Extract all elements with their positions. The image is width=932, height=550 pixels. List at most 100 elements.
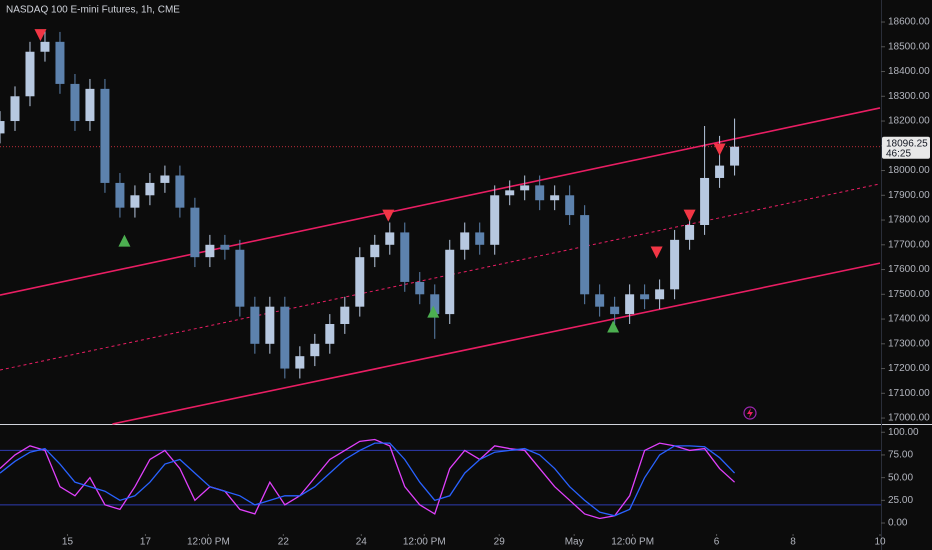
candle-body — [85, 88, 95, 122]
y-tick-label: 17100.00 — [888, 388, 930, 399]
candle-body — [115, 182, 125, 208]
oscillator-line — [0, 442, 736, 517]
candle-body — [145, 182, 155, 196]
candle-body — [700, 177, 710, 225]
candle-body — [610, 306, 620, 315]
candle-body — [355, 257, 365, 307]
x-tick-label: 24 — [356, 537, 368, 548]
x-tick-label: 12:00 PM — [187, 537, 230, 548]
candle-body — [25, 51, 35, 97]
candle-body — [445, 249, 455, 315]
candle-body — [250, 306, 260, 344]
x-tick-label: 10 — [874, 537, 886, 548]
candle-body — [130, 195, 140, 208]
chart-title: NASDAQ 100 E-mini Futures, 1h, CME — [6, 5, 180, 16]
y-tick-label: 17300.00 — [888, 338, 930, 349]
candle-body — [10, 96, 20, 122]
sell-signal — [650, 246, 663, 259]
y-tick-label: 18300.00 — [888, 91, 930, 102]
oscillator-line — [0, 438, 736, 520]
y-tick-label: 17700.00 — [888, 239, 930, 250]
last-price-label: 18096.25 — [886, 138, 928, 149]
y-tick-label: 100.00 — [888, 427, 919, 438]
candle-body — [100, 88, 110, 183]
sell-signal — [683, 209, 696, 222]
x-tick-label: 29 — [494, 537, 506, 548]
candle-body — [475, 232, 485, 245]
y-tick-label: 17600.00 — [888, 264, 930, 275]
x-tick-label: 22 — [278, 537, 290, 548]
sell-signal — [34, 29, 47, 42]
candle-body — [325, 324, 335, 344]
candle-body — [535, 185, 545, 201]
candle-body — [460, 232, 470, 250]
x-tick-label: 12:00 PM — [403, 537, 446, 548]
y-tick-label: 17400.00 — [888, 314, 930, 325]
candle-body — [280, 306, 290, 369]
sell-signal — [713, 143, 726, 156]
y-tick-label: 18600.00 — [888, 17, 930, 28]
candle-body — [730, 146, 740, 166]
channel-lower — [112, 262, 881, 425]
candle-body — [685, 224, 695, 240]
candle-body — [55, 41, 65, 84]
y-tick-label: 17200.00 — [888, 363, 930, 374]
candle-body — [625, 294, 635, 315]
candle-body — [415, 281, 425, 295]
x-tick-label: 8 — [790, 537, 796, 548]
candle-body — [340, 306, 350, 325]
candle-body — [220, 244, 230, 250]
buy-signal — [427, 305, 440, 318]
candle-body — [505, 190, 515, 196]
candle-body — [490, 195, 500, 245]
y-tick-label: 75.00 — [888, 450, 913, 461]
x-tick-label: May — [565, 537, 584, 548]
candle-body — [370, 244, 380, 258]
x-tick-label: 12:00 PM — [611, 537, 654, 548]
candle-body — [640, 294, 650, 300]
y-tick-label: 17800.00 — [888, 215, 930, 226]
candle-body — [595, 294, 605, 307]
y-tick-label: 17000.00 — [888, 413, 930, 424]
candle-body — [265, 306, 275, 344]
candle-body — [295, 356, 305, 369]
y-tick-label: 18200.00 — [888, 116, 930, 127]
countdown-label: 46:25 — [886, 148, 911, 159]
buy-signal — [607, 320, 620, 333]
candle-body — [580, 215, 590, 295]
candle-body — [400, 232, 410, 282]
candle-body — [160, 175, 170, 183]
candle-body — [205, 244, 215, 258]
candle-body — [655, 289, 665, 300]
y-tick-label: 18000.00 — [888, 165, 930, 176]
buy-signal — [118, 234, 131, 247]
candle-body — [175, 175, 185, 208]
sell-signal — [382, 209, 395, 222]
candle-body — [550, 195, 560, 201]
candle-body — [40, 41, 50, 52]
x-tick-label: 6 — [714, 537, 720, 548]
candle-body — [70, 83, 80, 122]
candle-body — [565, 195, 575, 216]
y-tick-label: 17900.00 — [888, 190, 930, 201]
x-tick-label: 15 — [62, 537, 74, 548]
candle-body — [670, 239, 680, 290]
y-tick-label: 17500.00 — [888, 289, 930, 300]
candle-body — [430, 294, 440, 315]
channel-upper — [0, 107, 881, 296]
candle-body — [310, 343, 320, 357]
last-price-box — [882, 136, 930, 159]
replay-icon — [743, 406, 757, 420]
y-tick-label: 18400.00 — [888, 66, 930, 77]
y-tick-label: 18500.00 — [888, 41, 930, 52]
y-tick-label: 25.00 — [888, 495, 913, 506]
candle-body — [235, 249, 245, 307]
y-tick-label: 50.00 — [888, 472, 913, 483]
y-tick-label: 0.00 — [888, 518, 908, 529]
candle-body — [385, 232, 395, 245]
x-tick-label: 17 — [140, 537, 152, 548]
candle-body — [520, 185, 530, 191]
